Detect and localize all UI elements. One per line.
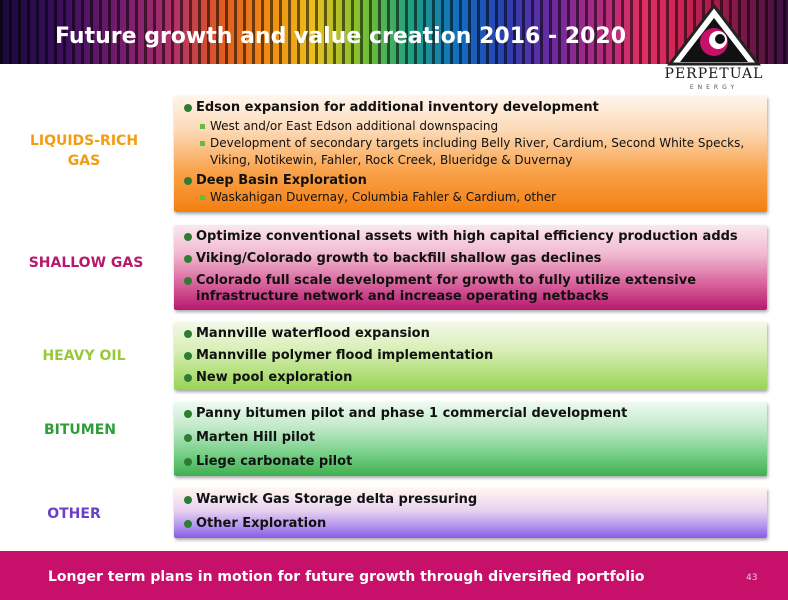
bullet-item: Liege carbonate pilot: [182, 454, 759, 470]
heavy-oil-box: Mannville waterflood expansion Mannville…: [174, 322, 767, 390]
category-label-line: LIQUIDS-RICH: [29, 133, 139, 149]
bullet-item: Deep Basin Exploration: [182, 173, 759, 189]
bullet-item: Mannville waterflood expansion: [182, 326, 759, 342]
liquids-rich-gas-box: Edson expansion for additional inventory…: [174, 96, 767, 212]
bitumen-box: Panny bitumen pilot and phase 1 commerci…: [174, 402, 767, 476]
bullet-item: Colorado full scale development for grow…: [182, 273, 759, 305]
sub-bullet-item: Development of secondary targets includi…: [182, 135, 759, 169]
bullet-item: New pool exploration: [182, 370, 759, 386]
category-bitumen: BITUMEN: [43, 422, 116, 438]
bullet-item: Optimize conventional assets with high c…: [182, 229, 759, 245]
footer-text: Longer term plans in motion for future g…: [48, 569, 645, 585]
logo-mark-icon: [666, 4, 762, 66]
company-logo: PERPETUAL ENERGY: [664, 4, 782, 96]
page-number: 43: [746, 573, 758, 583]
logo-wordmark: PERPETUAL: [664, 66, 764, 82]
shallow-gas-box: Optimize conventional assets with high c…: [174, 225, 767, 310]
sub-bullet-item: Waskahigan Duvernay, Columbia Fahler & C…: [182, 189, 759, 206]
category-shallow-gas: SHALLOW GAS: [28, 255, 144, 271]
title-banner: Future growth and value creation 2016 - …: [0, 0, 788, 64]
logo-subtext: ENERGY: [689, 84, 739, 91]
other-box: Warwick Gas Storage delta pressuring Oth…: [174, 488, 767, 538]
category-liquids-rich-gas: LIQUIDS-RICH GAS: [14, 131, 154, 171]
category-label-line: GAS: [67, 153, 101, 169]
slide-title: Future growth and value creation 2016 - …: [55, 24, 627, 49]
bullet-item: Viking/Colorado growth to backfill shall…: [182, 251, 759, 267]
bullet-item: Edson expansion for additional inventory…: [182, 100, 759, 116]
category-heavy-oil: HEAVY OIL: [42, 348, 126, 364]
bullet-item: Warwick Gas Storage delta pressuring: [182, 492, 759, 508]
bullet-item: Panny bitumen pilot and phase 1 commerci…: [182, 406, 759, 422]
footer-banner: Longer term plans in motion for future g…: [0, 551, 788, 600]
category-other: OTHER: [47, 506, 101, 522]
bullet-item: Marten Hill pilot: [182, 430, 759, 446]
sub-bullet-item: West and/or East Edson additional downsp…: [182, 118, 759, 135]
bullet-item: Other Exploration: [182, 516, 759, 532]
bullet-item: Mannville polymer flood implementation: [182, 348, 759, 364]
